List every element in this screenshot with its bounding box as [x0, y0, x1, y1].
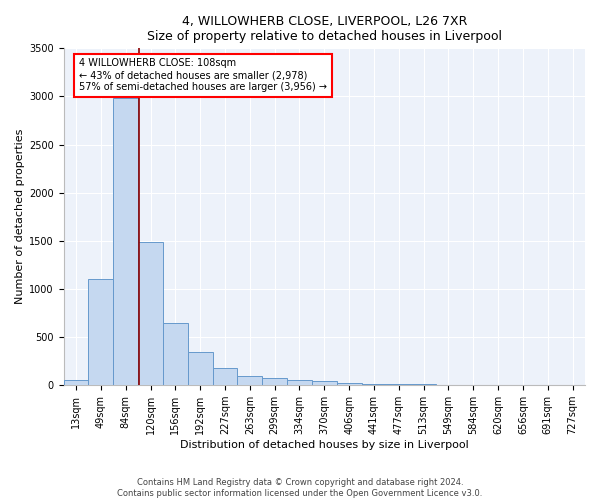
- Bar: [312, 382, 337, 385]
- Bar: [64, 380, 88, 385]
- Bar: [88, 280, 113, 385]
- Bar: [138, 242, 163, 385]
- Bar: [287, 380, 312, 385]
- Bar: [212, 368, 238, 385]
- Text: Contains HM Land Registry data © Crown copyright and database right 2024.
Contai: Contains HM Land Registry data © Crown c…: [118, 478, 482, 498]
- X-axis label: Distribution of detached houses by size in Liverpool: Distribution of detached houses by size …: [180, 440, 469, 450]
- Title: 4, WILLOWHERB CLOSE, LIVERPOOL, L26 7XR
Size of property relative to detached ho: 4, WILLOWHERB CLOSE, LIVERPOOL, L26 7XR …: [147, 15, 502, 43]
- Bar: [337, 384, 362, 385]
- Bar: [262, 378, 287, 385]
- Text: 4 WILLOWHERB CLOSE: 108sqm
← 43% of detached houses are smaller (2,978)
57% of s: 4 WILLOWHERB CLOSE: 108sqm ← 43% of deta…: [79, 58, 327, 92]
- Bar: [163, 322, 188, 385]
- Bar: [188, 352, 212, 385]
- Bar: [113, 98, 138, 385]
- Bar: [238, 376, 262, 385]
- Bar: [386, 384, 411, 385]
- Bar: [362, 384, 386, 385]
- Y-axis label: Number of detached properties: Number of detached properties: [15, 129, 25, 304]
- Bar: [411, 384, 436, 385]
